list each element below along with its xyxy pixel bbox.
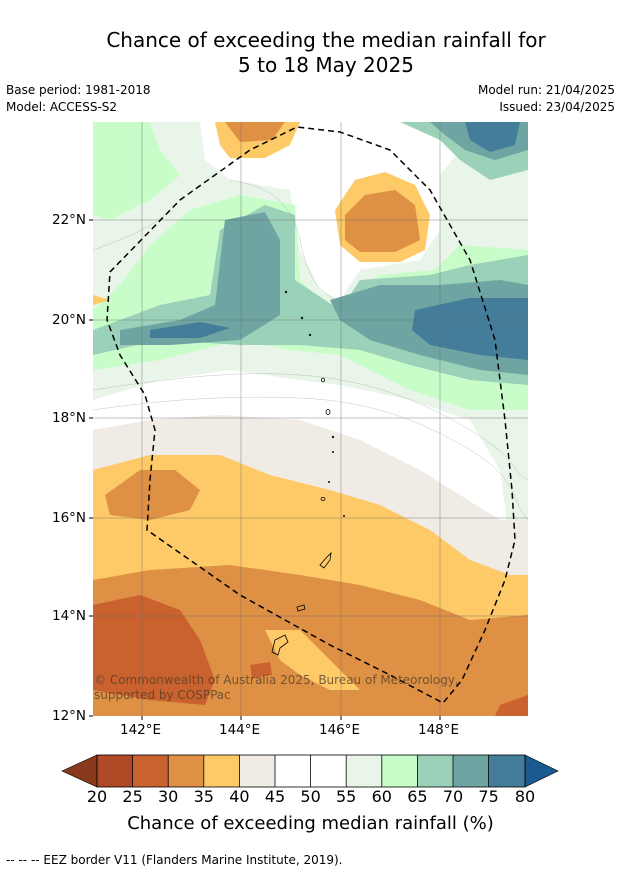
zone-30-north (225, 122, 285, 142)
cb-tick-45: 45 (264, 787, 286, 806)
title-line-1: Chance of exceeding the median rainfall … (106, 28, 546, 52)
cb-tick-25: 25 (122, 787, 143, 806)
cb-70 (453, 755, 489, 787)
cb-tick-40: 40 (229, 787, 250, 806)
colorbar-high-arrow (524, 754, 559, 788)
zone-30-patch (105, 470, 200, 520)
cb-35 (203, 755, 240, 787)
cb-40 (239, 755, 275, 787)
copyright-note: © Commonwealth of Australia 2025, Bureau… (94, 673, 459, 702)
island-e (308, 333, 312, 337)
cb-tick-75: 75 (478, 787, 499, 806)
island-i (327, 480, 330, 483)
zone-75-west (150, 322, 230, 338)
meta-right: Model run: 21/04/2025 Issued: 23/04/2025 (478, 82, 615, 116)
island-saipan (319, 551, 332, 569)
cb-25 (132, 755, 169, 787)
zone-75-east (412, 298, 528, 360)
map-area (93, 122, 528, 716)
zone-25-se (495, 695, 528, 716)
cb-50 (310, 755, 347, 787)
colorbar-label: Chance of exceeding median rainfall (%) (127, 813, 494, 834)
island-c (321, 377, 325, 383)
lon-label-142: 142°E (120, 722, 162, 738)
lon-label-144: 144°E (219, 722, 261, 738)
cb-tick-55: 55 (336, 787, 357, 806)
cb-tick-80: 80 (514, 787, 536, 806)
lat-label-14: 14°N (52, 608, 87, 624)
island-guam (271, 634, 289, 656)
cb-tick-65: 65 (407, 787, 428, 806)
island-h (331, 450, 334, 453)
axis-ticks (89, 219, 441, 720)
gridlines (93, 122, 528, 716)
colorbar-low-arrow (61, 754, 98, 788)
zone-25-west (93, 595, 215, 705)
zone-70-west (120, 212, 280, 345)
lat-label-18: 18°N (52, 410, 87, 426)
issued-date: Issued: 23/04/2025 (499, 100, 615, 114)
cb-55 (346, 755, 382, 787)
lon-label-148: 148°E (418, 722, 460, 738)
cb-tick-70: 70 (442, 787, 464, 806)
colorbar (61, 754, 559, 788)
zone-30-central (345, 190, 420, 252)
cb-45 (275, 755, 311, 787)
cb-tick-60: 60 (371, 787, 392, 806)
cb-tick-20: 20 (86, 787, 108, 806)
contour-lines (93, 179, 528, 521)
island-rota (296, 604, 306, 612)
island-f (300, 316, 304, 320)
zone-25-patch (250, 662, 272, 678)
island-b (325, 409, 331, 415)
lat-label-16: 16°N (52, 510, 87, 526)
cb-tick-30: 30 (158, 787, 179, 806)
cb-65 (417, 755, 453, 787)
cb-tick-35: 35 (193, 787, 214, 806)
lon-label-146: 146°E (319, 722, 361, 738)
eez-footnote: -- -- -- EEZ border V11 (Flanders Marine… (6, 853, 343, 867)
title-line-2: 5 to 18 May 2025 (238, 53, 414, 77)
island-j (342, 515, 345, 518)
model-run: Model run: 21/04/2025 (477, 83, 615, 97)
cb-75 (488, 755, 525, 787)
islands (271, 290, 345, 656)
zone-75-ne (465, 122, 520, 152)
cb-tick-50: 50 (300, 787, 321, 806)
base-period: Base period: 1981-2018 (6, 83, 151, 97)
cb-30 (168, 755, 204, 787)
lat-label-12: 12°N (52, 708, 87, 724)
cb-20 (97, 755, 133, 787)
zone-35-edge (93, 295, 110, 305)
zone-60-nw (93, 122, 180, 220)
island-a (320, 497, 326, 501)
island-d (331, 435, 335, 439)
meta-left: Base period: 1981-2018 Model: ACCESS-S2 (6, 82, 151, 116)
lat-label-22: 22°N (52, 212, 87, 228)
cb-60 (381, 755, 418, 787)
map-title: Chance of exceeding the median rainfall … (0, 28, 621, 78)
zone-35-south (265, 630, 360, 690)
eez-border (106, 126, 516, 704)
island-g (284, 290, 288, 294)
model-name: Model: ACCESS-S2 (6, 100, 118, 114)
lat-label-20: 20°N (52, 312, 87, 328)
